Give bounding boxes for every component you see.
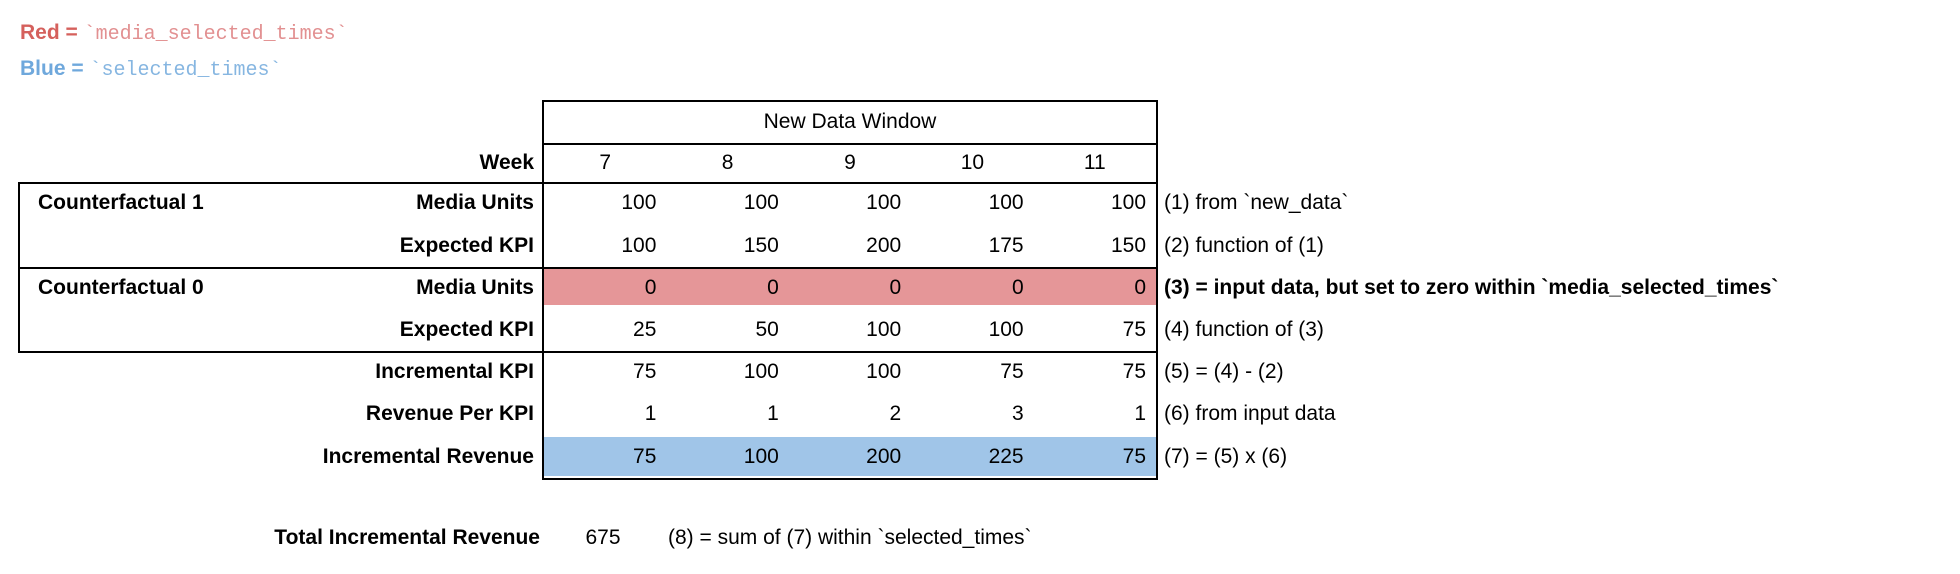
table-header-new-data-window: New Data Window — [763, 110, 937, 133]
selected-times-highlight — [544, 437, 1156, 476]
week-col-header: 11 — [1083, 151, 1106, 174]
table-cell: 25 — [633, 318, 657, 341]
table-cell: 100 — [866, 191, 902, 214]
table-cell: 150 — [743, 234, 779, 257]
legend-blue: Blue = `selected_times` — [20, 56, 281, 84]
legend-red-label: Red = — [20, 21, 84, 44]
legend-red-code: `media_selected_times` — [83, 23, 348, 46]
table-border-left — [542, 100, 544, 480]
table-cell: 0 — [767, 276, 779, 299]
week-col-header: 9 — [844, 151, 856, 174]
row-label-expected-kpi-cf0: Expected KPI — [399, 318, 534, 341]
annotation-2: (2) function of (1) — [1164, 234, 1324, 257]
annotation-4: (4) function of (3) — [1164, 318, 1324, 341]
row-label-incremental-revenue: Incremental Revenue — [322, 445, 534, 468]
table-cell: 2 — [889, 402, 902, 425]
table-cell: 100 — [1110, 191, 1147, 214]
table-cell: 0 — [1134, 276, 1147, 299]
table-cell: 100 — [743, 191, 779, 214]
table-cell: 100 — [988, 191, 1024, 214]
row-label-expected-kpi-cf1: Expected KPI — [399, 234, 534, 257]
table-cell: 75 — [1122, 445, 1147, 468]
table-row-media-units-cf1: 100 100 100 100 100 — [544, 182, 1156, 224]
table-cell: 0 — [1011, 276, 1024, 299]
row-label-media-units-cf1: Media Units — [416, 191, 534, 214]
annotation-3: (3) = input data, but set to zero within… — [1164, 276, 1779, 299]
annotation-8: (8) = sum of (7) within `selected_times` — [668, 526, 1032, 549]
week-col-header: 10 — [960, 151, 985, 174]
total-incremental-revenue-label: Total Incremental Revenue — [274, 526, 540, 549]
legend-blue-label: Blue = — [20, 57, 90, 80]
legend-blue-code: `selected_times` — [89, 59, 282, 82]
table-cell: 225 — [988, 445, 1024, 468]
annotation-1: (1) from `new_data` — [1164, 191, 1349, 214]
annotation-6: (6) from input data — [1164, 402, 1336, 425]
table-row-expected-kpi-cf1: 100 150 200 175 150 — [544, 224, 1156, 267]
table-cell: 75 — [1122, 360, 1147, 383]
table-cell: 150 — [1110, 234, 1147, 257]
table-border-under-header — [542, 143, 1158, 145]
table-cell: 100 — [866, 318, 902, 341]
annotation-7: (7) = (5) x (6) — [1164, 445, 1288, 468]
total-incremental-revenue-value: 675 — [585, 526, 621, 549]
table-cell: 1 — [644, 402, 657, 425]
table-row-revenue-per-kpi: 1 1 2 3 1 — [544, 393, 1156, 435]
table-border-cf-divider — [18, 267, 1158, 269]
table-row-incremental-revenue: 75 100 200 225 75 — [544, 435, 1156, 478]
table-cell: 75 — [633, 360, 657, 383]
table-cell: 175 — [988, 234, 1024, 257]
row-label-revenue-per-kpi: Revenue Per KPI — [365, 402, 534, 425]
table-row-incremental-kpi: 75 100 100 75 75 — [544, 351, 1156, 393]
table-cell: 0 — [889, 276, 902, 299]
table-border-top — [542, 100, 1158, 102]
table-border-right — [1156, 100, 1158, 480]
table-cell: 100 — [988, 318, 1024, 341]
table-row-expected-kpi-cf0: 25 50 100 100 75 — [544, 309, 1156, 351]
legend-red: Red = `media_selected_times` — [20, 20, 348, 48]
table-border-cf0-bottom — [18, 351, 1158, 353]
table-cell: 100 — [621, 191, 657, 214]
table-cell: 50 — [755, 318, 779, 341]
table-border-under-week — [18, 182, 1158, 184]
table-cell: 200 — [866, 445, 902, 468]
table-border-bottom — [542, 478, 1158, 480]
table-cell: 1 — [1134, 402, 1147, 425]
table-cell: 1 — [767, 402, 779, 425]
table-cell: 3 — [1011, 402, 1024, 425]
table-row-media-units-cf0: 0 0 0 0 0 — [544, 267, 1156, 309]
week-row: 7 8 9 10 11 — [544, 143, 1156, 182]
table-cell: 200 — [866, 234, 902, 257]
table-cell: 100 — [743, 445, 779, 468]
week-row-label: Week — [479, 151, 534, 174]
group-label-counterfactual-1: Counterfactual 1 — [38, 191, 204, 214]
media-selected-times-highlight — [544, 269, 1156, 305]
label-box-border-left — [18, 182, 20, 353]
week-col-header: 8 — [721, 151, 734, 174]
annotation-5: (5) = (4) - (2) — [1164, 360, 1284, 383]
table-cell: 75 — [1000, 360, 1024, 383]
table-cell: 100 — [743, 360, 779, 383]
table-cell: 75 — [1122, 318, 1147, 341]
week-col-header: 7 — [599, 151, 612, 174]
table-cell: 0 — [644, 276, 657, 299]
table-cell: 100 — [621, 234, 657, 257]
group-label-counterfactual-0: Counterfactual 0 — [38, 276, 204, 299]
table-cell: 75 — [633, 445, 657, 468]
table-cell: 100 — [866, 360, 902, 383]
row-label-media-units-cf0: Media Units — [416, 276, 534, 299]
row-label-incremental-kpi: Incremental KPI — [375, 360, 534, 383]
